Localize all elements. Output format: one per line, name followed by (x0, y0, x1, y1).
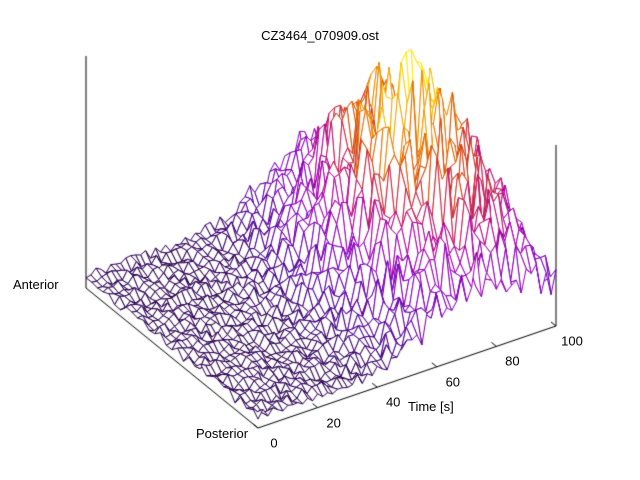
posterior-axis-label: Posterior (196, 426, 249, 441)
time-axis-label: Time [s] (408, 399, 454, 414)
chart-title: CZ3464_070909.ost (261, 28, 379, 43)
anterior-axis-label: Anterior (13, 277, 59, 292)
